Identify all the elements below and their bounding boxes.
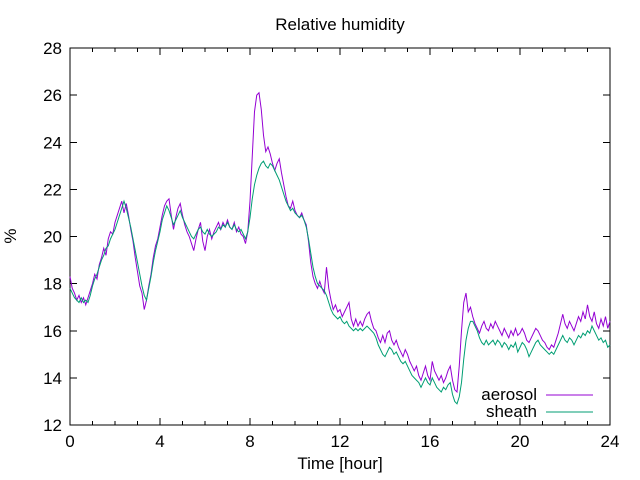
x-tick-label: 12 <box>331 432 350 451</box>
plot-border <box>69 47 611 426</box>
y-tick-label: 18 <box>43 275 62 294</box>
legend-label-aerosol: aerosol <box>481 385 537 404</box>
series-line-aerosol <box>69 91 611 394</box>
y-tick-label: 28 <box>43 39 62 58</box>
axis-ticks <box>69 47 611 426</box>
y-tick-label: 12 <box>43 416 62 435</box>
legend-label-sheath: sheath <box>486 402 537 421</box>
x-tick-label: 8 <box>245 432 254 451</box>
y-tick-label: 24 <box>43 133 62 152</box>
y-axis-label: % <box>1 228 20 243</box>
y-tick-label: 20 <box>43 228 62 247</box>
x-axis-label: Time [hour] <box>297 454 382 473</box>
x-tick-label: 24 <box>601 432 620 451</box>
y-tick-label: 22 <box>43 180 62 199</box>
series-line-sheath <box>69 160 611 405</box>
x-tick-label: 0 <box>65 432 74 451</box>
series-lines <box>69 91 611 405</box>
chart-title: Relative humidity <box>275 15 405 34</box>
legend: aerosol sheath <box>481 385 593 421</box>
y-tick-label: 26 <box>43 86 62 105</box>
x-tick-label: 16 <box>421 432 440 451</box>
axis-tick-labels: 0 4 8 12 16 20 24 12 14 16 18 20 22 24 26 28 <box>43 39 619 451</box>
y-tick-label: 16 <box>43 322 62 341</box>
x-tick-label: 20 <box>511 432 530 451</box>
y-tick-label: 14 <box>43 369 62 388</box>
x-tick-label: 4 <box>155 432 164 451</box>
